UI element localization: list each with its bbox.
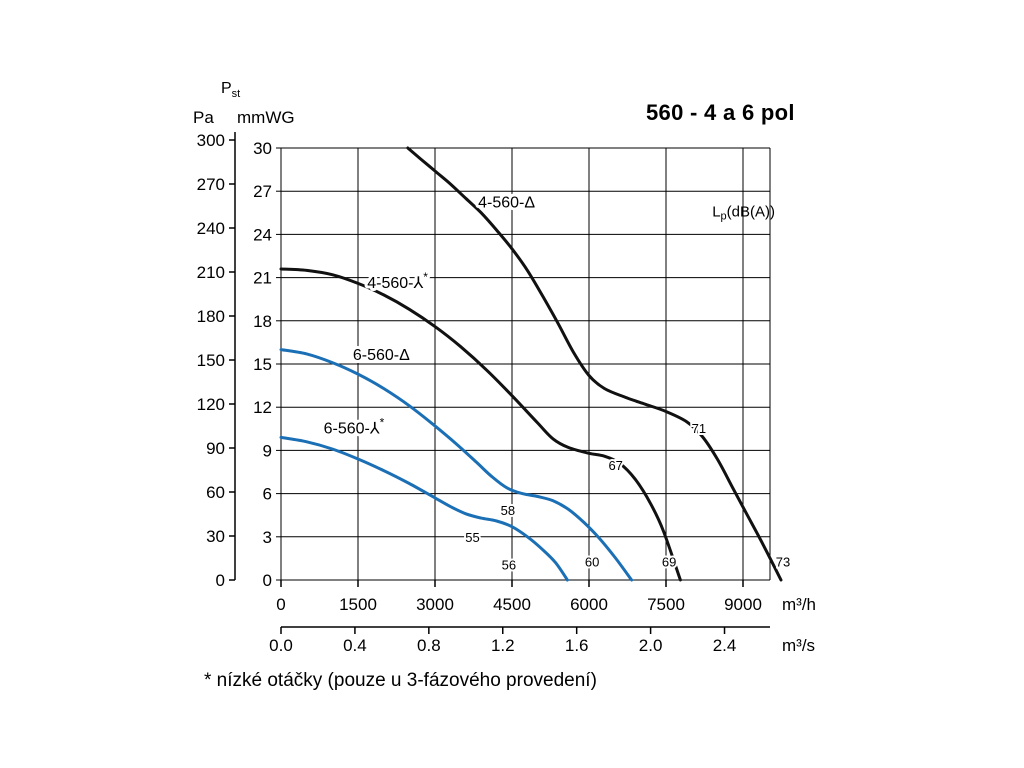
noise-db-label: 73 — [776, 555, 790, 570]
mmwg-tick-label: 0 — [263, 571, 272, 590]
m3s-tick-label: 2.0 — [639, 636, 663, 655]
m3s-tick-label: 0.4 — [343, 636, 367, 655]
m3s-unit-label: m³/s — [782, 636, 815, 655]
noise-db-label: 60 — [585, 555, 599, 570]
m3h-tick-label: 7500 — [647, 595, 685, 614]
pa-tick-label: 90 — [206, 439, 225, 458]
m3h-tick-label: 3000 — [416, 595, 454, 614]
pa-tick-label: 270 — [197, 175, 225, 194]
mmwg-tick-label: 24 — [253, 225, 272, 244]
m3s-tick-label: 1.2 — [491, 636, 515, 655]
chart-title: 560 - 4 a 6 pol — [646, 100, 795, 125]
pa-tick-label: 0 — [216, 571, 225, 590]
pressure-symbol-subscript: st — [231, 88, 241, 100]
plot-grid — [280, 147, 771, 581]
noise-db-label: 55 — [465, 530, 479, 545]
noise-db-label: 69 — [662, 555, 676, 570]
y-axis-unit-mmwg: mmWG — [237, 108, 295, 127]
curve-label-1: 4-560-Δ — [478, 194, 535, 211]
mmwg-tick-label: 9 — [263, 441, 272, 460]
pressure-symbol-header: Pst — [221, 80, 240, 100]
pa-tick-label: 150 — [197, 351, 225, 370]
mmwg-tick-label: 6 — [263, 485, 272, 504]
performance-curve-1 — [406, 146, 783, 582]
pa-tick-label: 120 — [197, 395, 225, 414]
pa-tick-label: 30 — [206, 527, 225, 546]
noise-caption: Lp(dB(A)) — [712, 203, 775, 222]
m3h-tick-label: 6000 — [570, 595, 608, 614]
m3s-tick-label: 1.6 — [565, 636, 589, 655]
noise-level-labels: 55 56 58 60 67 69 71 73 Lp(dB(A)) — [463, 203, 792, 574]
performance-curves: 4-560-Δ 4-560-⅄* 6-560-Δ 6-560-⅄* — [279, 146, 783, 582]
x-axis-m3h: 0 1500 3000 4500 6000 7500 9000 m³/h — [276, 580, 816, 614]
mmwg-tick-label: 27 — [253, 182, 272, 201]
mmwg-tick-label: 18 — [253, 312, 272, 331]
curve-label-3: 6-560-Δ — [353, 347, 410, 364]
m3h-tick-label: 0 — [276, 595, 285, 614]
m3s-tick-label: 0.8 — [417, 636, 441, 655]
pa-tick-label: 180 — [197, 307, 225, 326]
pa-tick-label: 210 — [197, 263, 225, 282]
curve-label-4: 6-560-⅄* — [324, 415, 385, 437]
mmwg-tick-label: 3 — [263, 528, 272, 547]
mmwg-tick-label: 15 — [253, 355, 272, 374]
m3h-tick-label: 4500 — [493, 595, 531, 614]
mmwg-tick-label: 12 — [253, 398, 272, 417]
pressure-symbol: P — [221, 80, 232, 97]
m3h-tick-label: 1500 — [339, 595, 377, 614]
pa-tick-label: 60 — [206, 483, 225, 502]
performance-curve-2 — [279, 267, 682, 582]
pa-tick-label: 240 — [197, 219, 225, 238]
mmwg-tick-label: 21 — [253, 269, 272, 288]
mmwg-tick-label: 30 — [253, 139, 272, 158]
noise-db-label: 56 — [502, 558, 516, 573]
m3s-tick-label: 2.4 — [713, 636, 737, 655]
noise-db-label: 67 — [608, 458, 622, 473]
curve-label-2: 4-560-⅄* — [367, 270, 428, 292]
low-speed-footnote: * nízké otáčky (pouze u 3-fázového prove… — [204, 670, 597, 691]
m3h-tick-label: 9000 — [724, 595, 762, 614]
x-axis-m3s: 0.0 0.4 0.8 1.2 1.6 2.0 2.4 m³/s — [269, 626, 815, 655]
performance-curve-3 — [279, 348, 634, 582]
performance-curve-4 — [279, 435, 569, 582]
m3h-unit-label: m³/h — [782, 595, 816, 614]
m3s-tick-label: 0.0 — [269, 636, 293, 655]
y-axis-unit-pa: Pa — [193, 108, 214, 127]
noise-db-label: 58 — [501, 503, 515, 518]
noise-db-label: 71 — [692, 421, 706, 436]
pa-tick-label: 300 — [197, 131, 225, 150]
